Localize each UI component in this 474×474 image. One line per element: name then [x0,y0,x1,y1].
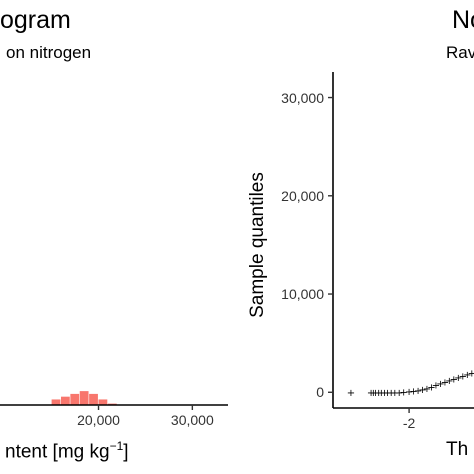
qq-point: + [409,386,417,397]
qq-point: + [400,387,408,398]
qq-point: + [377,388,385,399]
qq-title: No [452,6,474,34]
qq-point: + [369,388,377,399]
hist-bar [89,393,98,405]
qq-point: + [387,388,395,399]
qq-points: + ++++++++++++++++++++++++++ [347,369,474,399]
hist-bars [51,391,117,405]
qq-point: + [347,388,355,399]
qq-y-tick-label: 10,000 [281,286,324,303]
qq-point: + [414,386,422,397]
qq-point: + [441,377,449,388]
hist-x-axis-title-text: ntent [mg kg [5,441,110,463]
hist-bar [60,396,70,405]
qq-point: + [391,388,399,399]
hist-x-axis-title: ntent [mg kg−1] [5,439,129,463]
qq-y-tick-label: 0 [316,384,324,401]
hist-x-ticks [97,405,194,410]
qq-x-tick-label: -2 [402,415,416,431]
qq-point: + [459,372,467,383]
qq-y-tick-label: 30,000 [281,89,324,106]
qq-subtitle: Rav [446,43,474,62]
hist-subtitle: on nitrogen [6,43,92,62]
qq-point: + [395,388,403,399]
qq-point: + [450,375,458,386]
hist-bar [51,399,61,405]
qq-x-axis-title: Th [446,439,469,460]
hist-title: ogram [0,6,71,34]
qq-point: + [418,385,426,396]
qq-point: + [423,384,431,395]
hist-bar [70,393,80,405]
qq-point: + [427,382,435,393]
hist-bar [79,391,89,405]
qq-point: + [432,380,440,391]
qq-point: + [468,369,474,380]
qq-point: + [445,376,453,387]
qq-point: + [374,388,382,399]
qq-point: + [383,388,391,399]
qq-point: + [405,387,413,398]
qq-point: + [463,370,471,381]
qq-y-tick-label: 20,000 [281,187,324,204]
qq-point: + [380,388,388,399]
qq-point: + [371,388,379,399]
qq-point: + [367,388,375,399]
hist-x-axis-title-close: ] [123,441,129,463]
qq-point: + [454,373,462,384]
hist-x-tick-label: 30,000 [170,412,214,428]
qq-y-axis-title: Sample quantiles [247,172,268,318]
hist-bar [98,399,108,405]
hist-x-tick-label: 20,000 [77,412,120,428]
qq-y-ticks [328,96,333,393]
hist-x-axis-title-sup: −1 [109,439,124,453]
qq-point: + [436,379,444,390]
